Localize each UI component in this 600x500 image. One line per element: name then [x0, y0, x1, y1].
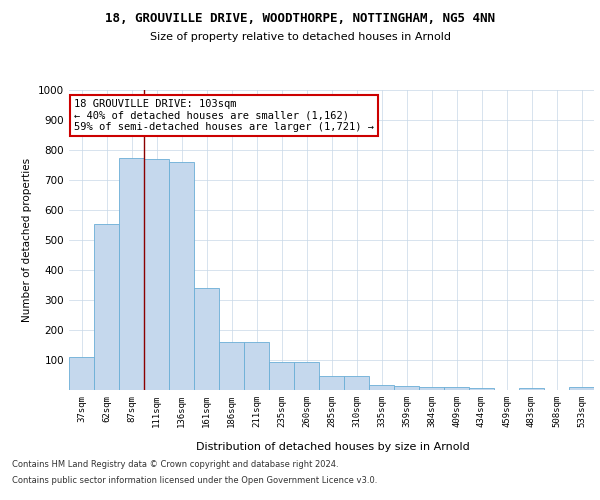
- Bar: [69, 357, 94, 390]
- Bar: [219, 342, 244, 390]
- Text: Contains public sector information licensed under the Open Government Licence v3: Contains public sector information licen…: [12, 476, 377, 485]
- Bar: [194, 288, 219, 390]
- Bar: [344, 376, 369, 390]
- Y-axis label: Number of detached properties: Number of detached properties: [22, 158, 32, 322]
- Bar: [369, 384, 394, 390]
- Bar: [269, 362, 294, 390]
- Bar: [169, 162, 194, 390]
- Text: Contains HM Land Registry data © Crown copyright and database right 2024.: Contains HM Land Registry data © Crown c…: [12, 460, 338, 469]
- Bar: [419, 387, 444, 390]
- Bar: [144, 159, 169, 390]
- Bar: [444, 387, 469, 390]
- Bar: [294, 362, 319, 390]
- Text: Distribution of detached houses by size in Arnold: Distribution of detached houses by size …: [196, 442, 470, 452]
- Bar: [394, 386, 419, 390]
- Text: 18 GROUVILLE DRIVE: 103sqm
← 40% of detached houses are smaller (1,162)
59% of s: 18 GROUVILLE DRIVE: 103sqm ← 40% of deta…: [74, 99, 374, 132]
- Text: 18, GROUVILLE DRIVE, WOODTHORPE, NOTTINGHAM, NG5 4NN: 18, GROUVILLE DRIVE, WOODTHORPE, NOTTING…: [105, 12, 495, 26]
- Bar: [94, 224, 119, 390]
- Bar: [469, 388, 494, 390]
- Bar: [569, 387, 594, 390]
- Bar: [119, 158, 144, 390]
- Bar: [319, 376, 344, 390]
- Bar: [519, 388, 544, 390]
- Text: Size of property relative to detached houses in Arnold: Size of property relative to detached ho…: [149, 32, 451, 42]
- Bar: [244, 342, 269, 390]
